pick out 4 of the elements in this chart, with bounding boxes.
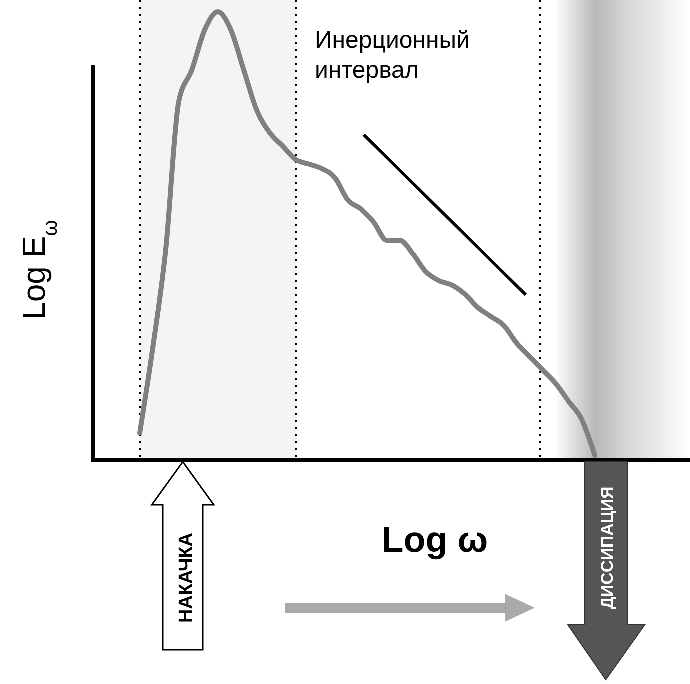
text: НАКАЧКА	[176, 532, 197, 623]
x-axis-title: Log ω	[382, 519, 488, 560]
annotation: Инерционный интервал	[315, 27, 470, 84]
text: ДИССИПАЦИЯ	[598, 486, 617, 610]
